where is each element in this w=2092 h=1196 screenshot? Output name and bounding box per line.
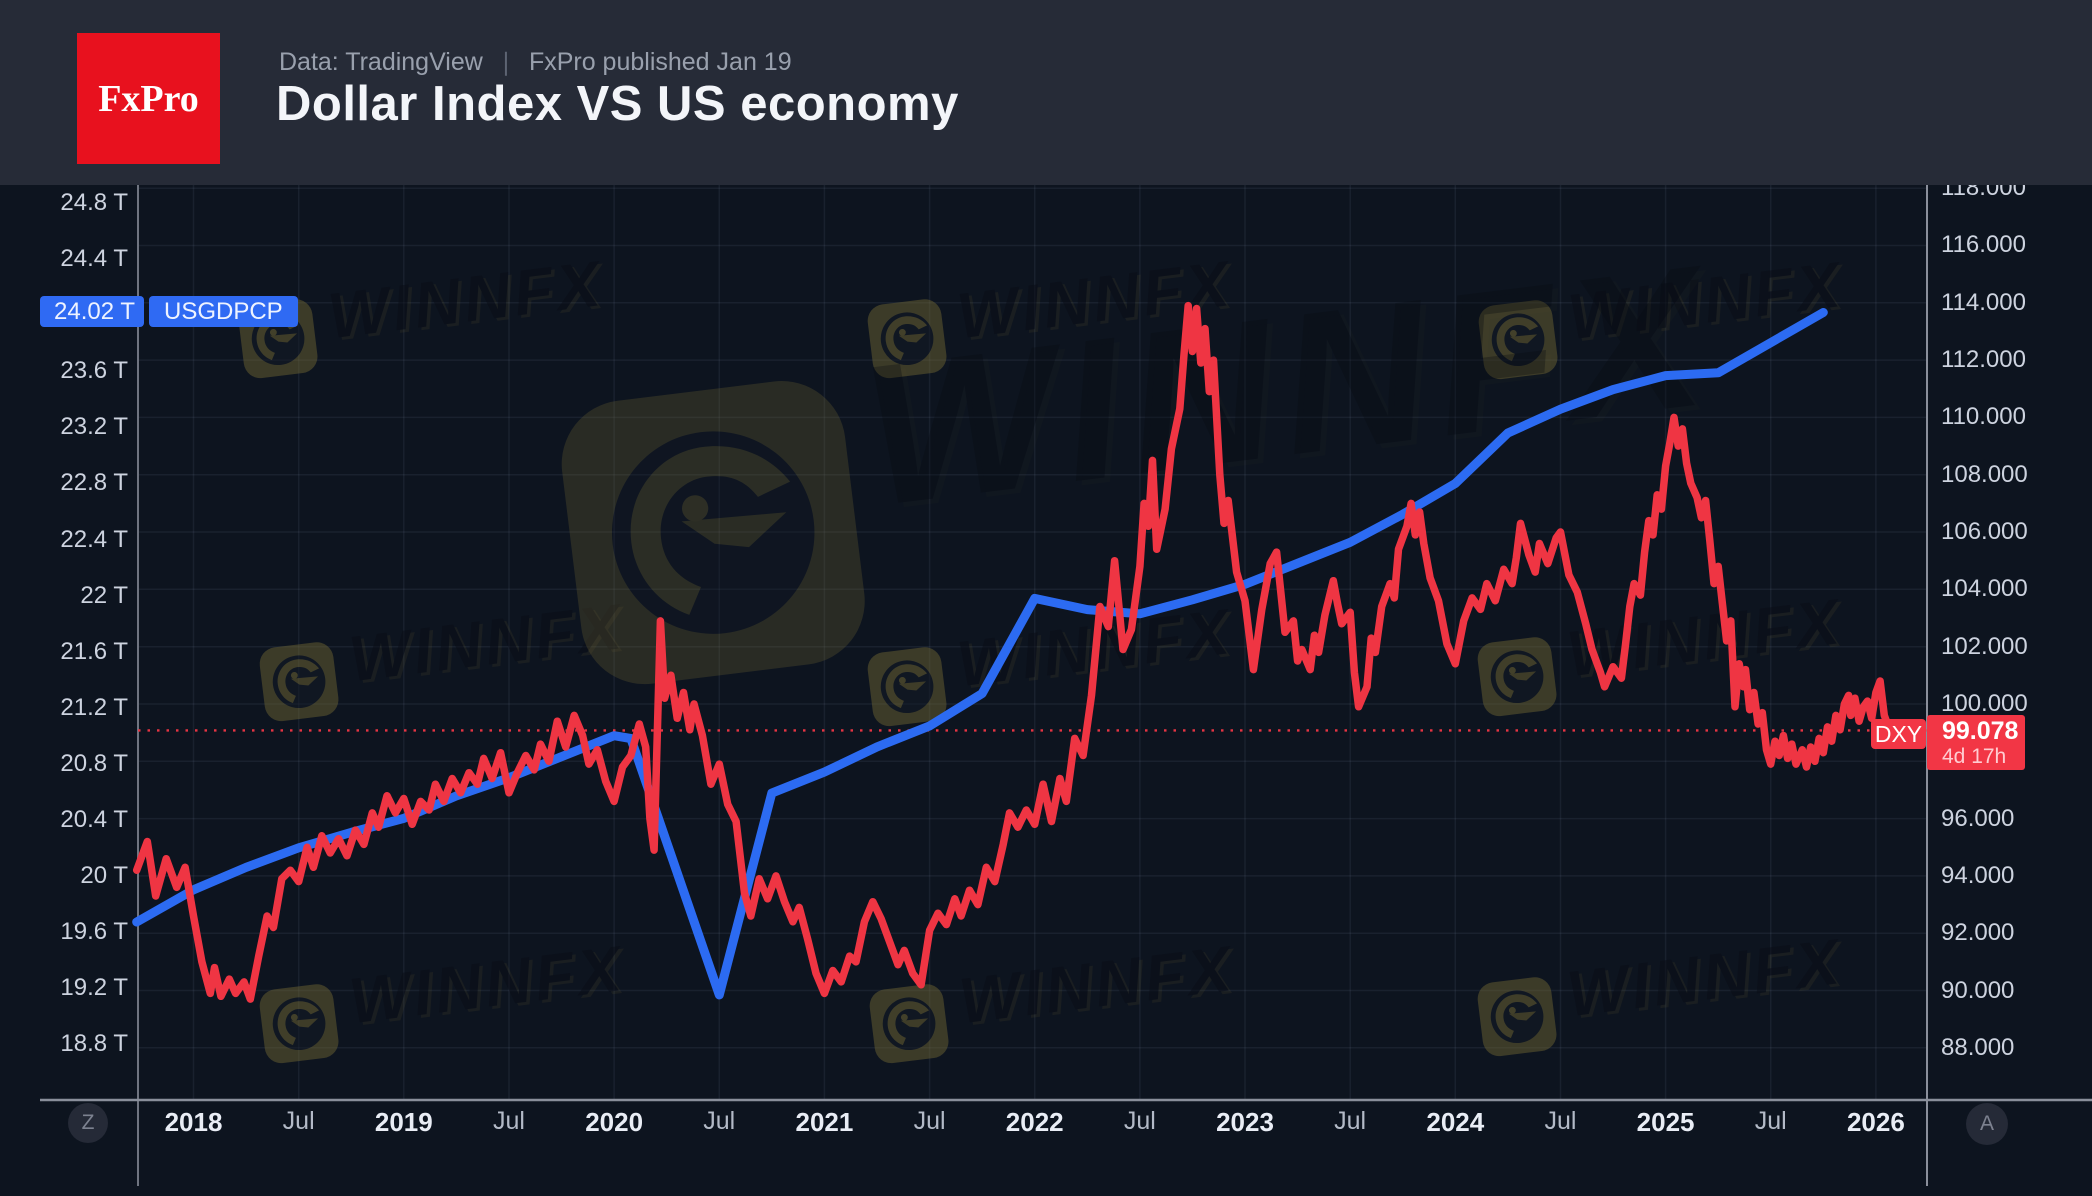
page-title: Dollar Index VS US economy xyxy=(276,77,959,131)
dxy-symbol-tag: DXY xyxy=(1871,719,1926,749)
gdp-symbol-label: USGDPCP xyxy=(149,296,298,327)
header-bar: FxPro Data: TradingView ❘ FxPro publishe… xyxy=(0,0,2092,185)
subtitle-separator: ❘ xyxy=(495,49,516,76)
fxpro-logo: FxPro xyxy=(77,33,220,164)
gdp-last-value: 24.02 T xyxy=(40,296,144,327)
data-source-label: Data: TradingView xyxy=(279,48,483,76)
published-label: FxPro published Jan 19 xyxy=(528,48,792,76)
timezone-button[interactable]: Z xyxy=(68,1103,108,1143)
dxy-price-badge: 99.078 4d 17h xyxy=(1927,715,2025,770)
gdp-series-badge: 24.02 T USGDPCP xyxy=(40,296,298,327)
fxpro-logo-text: FxPro xyxy=(98,77,199,120)
dxy-countdown: 4d 17h xyxy=(1942,745,2007,768)
dxy-line xyxy=(132,301,1897,1003)
subtitle-row: Data: TradingView ❘ FxPro published Jan … xyxy=(279,48,792,77)
dxy-last-price: 99.078 xyxy=(1942,717,2019,745)
auto-scale-button[interactable]: A xyxy=(1966,1103,2008,1145)
